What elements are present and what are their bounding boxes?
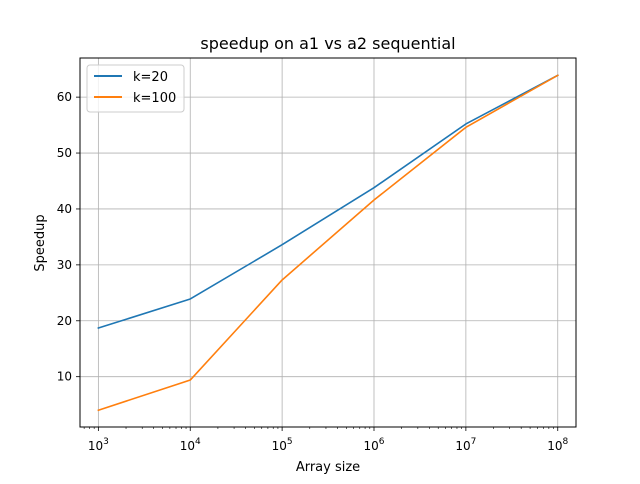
y-tick-label: 40	[57, 202, 72, 216]
grid-lines	[80, 58, 576, 427]
series-lines	[97, 74, 559, 412]
x-tick-label: 105	[272, 437, 293, 453]
plot-frame	[79, 57, 577, 428]
y-axis-label: Speedup	[33, 214, 48, 271]
y-tick-label: 50	[57, 146, 72, 160]
x-tick-label-exponent: 3	[103, 437, 109, 447]
x-tick-label-exponent: 4	[195, 437, 201, 447]
x-tick-label: 106	[363, 437, 384, 453]
x-tick-label-base: 10	[88, 439, 103, 453]
x-tick-label-exponent: 7	[471, 437, 477, 447]
x-tick-label-base: 10	[455, 439, 470, 453]
legend-label-k20: k=20	[133, 70, 168, 85]
series-line-k20	[97, 74, 559, 330]
x-tick-label-base: 10	[547, 439, 562, 453]
legend: k=20 k=100	[86, 64, 185, 113]
x-axis-label: Array size	[296, 460, 360, 475]
x-tick-label-base: 10	[180, 439, 195, 453]
x-tick-label: 107	[455, 437, 476, 453]
x-tick-label-base: 10	[363, 439, 378, 453]
x-tick-label-exponent: 8	[563, 437, 569, 447]
x-tick-label-exponent: 6	[379, 437, 385, 447]
y-tick-label: 20	[57, 314, 72, 328]
chart-title: speedup on a1 vs a2 sequential	[200, 34, 455, 53]
y-axis-ticks: 10 20 30 40 50 60	[57, 90, 80, 384]
y-tick-label: 60	[57, 90, 72, 104]
x-tick-label: 103	[88, 437, 109, 453]
x-tick-label-exponent: 5	[287, 437, 293, 447]
x-tick-label: 108	[547, 437, 568, 453]
x-axis-ticks: 103 104 105 106 107 108	[88, 427, 569, 453]
series-line-k100	[97, 74, 559, 412]
x-tick-label: 104	[180, 437, 201, 453]
y-tick-label: 30	[57, 258, 72, 272]
minor-ticks	[83, 427, 554, 429]
legend-label-k100: k=100	[133, 91, 176, 106]
y-tick-label: 10	[57, 370, 72, 384]
x-tick-label-base: 10	[272, 439, 287, 453]
